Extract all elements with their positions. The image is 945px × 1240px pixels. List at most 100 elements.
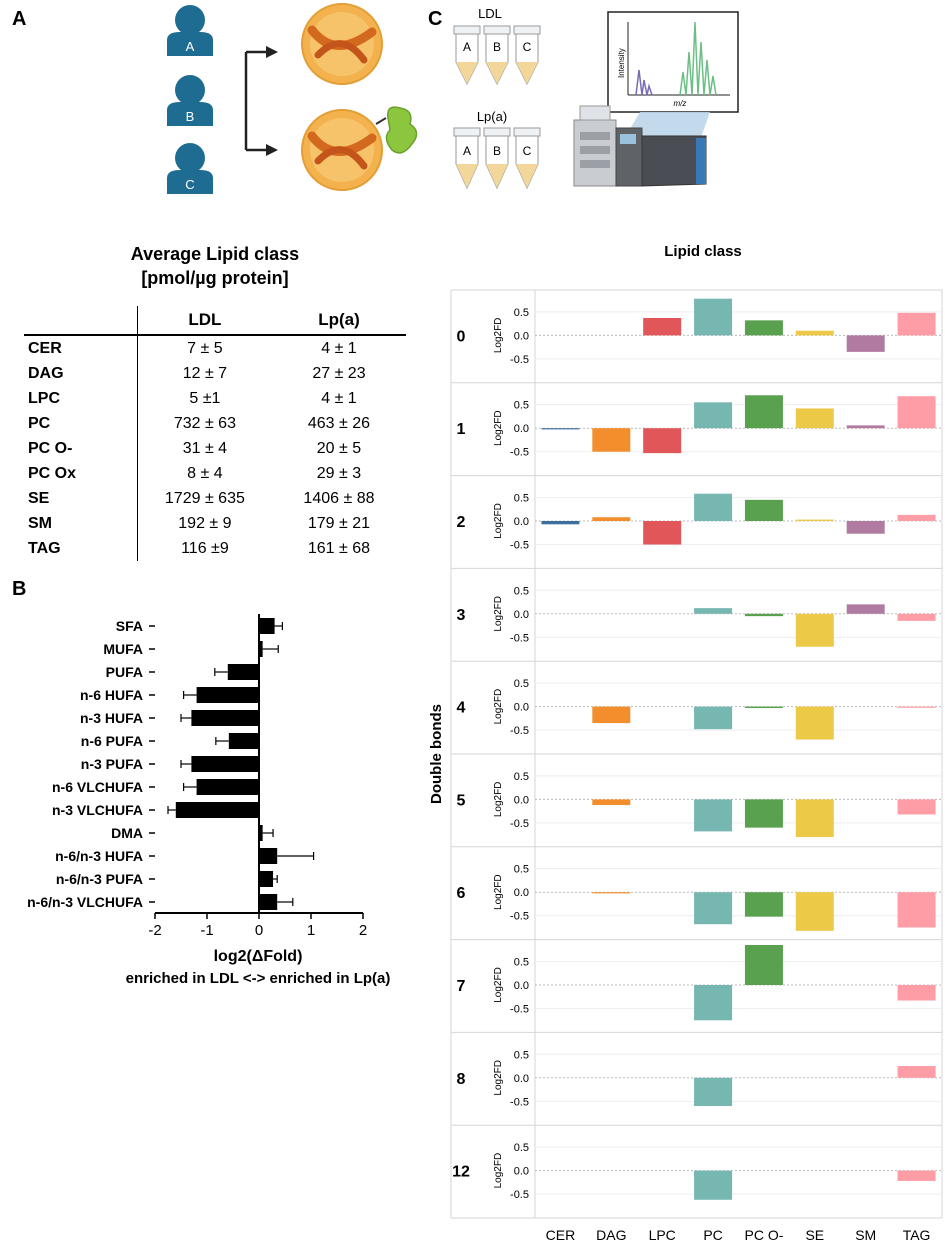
x-category-label: PC [703,1227,722,1240]
x-tick-label: -2 [148,922,161,939]
y-tick-label: -0.5 [510,725,529,737]
bar [259,894,278,910]
row-axis-title: Double bonds [428,704,445,804]
bar [643,428,682,454]
y-tick-label: 0.0 [514,609,529,621]
row-label: 2 [457,514,466,531]
bar [897,514,936,521]
y-tick-label: 0.0 [514,887,529,899]
y-tick-label: 0.0 [514,423,529,435]
x-category-label: CER [546,1227,576,1240]
bar [744,320,783,336]
panel-label-a: A [12,8,27,30]
bar [259,641,263,657]
y-tick-label: 0.0 [514,516,529,528]
bar [259,871,274,887]
y-tick-label: 0.5 [514,1049,529,1061]
bar [897,1066,936,1078]
category-label: n-6/n-3 VLCHUFA [27,894,143,910]
bar [897,396,936,429]
y-tick-label: -0.5 [510,354,529,366]
bar [227,664,259,680]
bar [744,799,783,828]
bar [744,945,783,985]
y-axis-label: Log2FD [493,1060,504,1096]
y-tick-label: -0.5 [510,632,529,644]
ldl-tube-c-icon: C [513,25,541,86]
lpa-particle-icon [301,106,418,191]
schematic-lpa-label: Lp(a) [477,109,507,124]
bar [592,799,631,806]
bar [643,521,682,545]
bar [897,892,936,928]
bar [744,706,783,709]
donor-label-a: A [186,39,195,54]
panel-label-b: B [12,578,27,600]
bar [897,799,936,815]
bar [846,335,885,352]
y-tick-label: 0.0 [514,1166,529,1178]
table-row: SE 1729 ± 635 1406 ± 88 [24,486,406,511]
table-row: LPC 5 ±1 4 ± 1 [24,386,406,411]
spectrum-xlabel: m/z [674,99,687,108]
bar [191,710,259,726]
table-title-line1: Average Lipid class [130,244,300,264]
y-tick-label: -0.5 [510,540,529,552]
mass-spectrum-icon: Intensity m/z [607,11,739,113]
bar [897,613,936,621]
table-title: Average Lipid class [pmol/µg protein] [60,242,370,290]
y-tick-label: 0.5 [514,864,529,876]
table-header-lpa: Lp(a) [271,306,406,336]
bar [191,756,259,772]
y-axis-label: Log2FD [493,596,504,632]
bar [643,317,682,336]
bar [897,985,936,1001]
split-arrow-icon [244,46,278,156]
y-tick-label: 0.0 [514,980,529,992]
bar [694,799,733,832]
y-tick-label: 0.0 [514,330,529,342]
bar [846,425,885,429]
bar [541,521,580,525]
x-tick-label: 2 [359,922,367,939]
svg-text:B: B [493,144,501,158]
bar [694,1170,733,1200]
ldl-tube-a-icon: A [453,25,481,86]
bar [541,428,580,430]
bar [196,687,259,703]
chart-c-title: Lipid class [664,243,742,260]
bar [846,604,885,614]
y-axis-label: Log2FD [493,967,504,1003]
lpa-tube-c-icon: C [513,127,541,190]
table-header-ldl: LDL [137,306,272,336]
y-axis-label: Log2FD [493,1153,504,1189]
y-tick-label: -0.5 [510,1004,529,1016]
lcms-instrument-icon [573,105,707,187]
bar [795,519,834,521]
table-row: SM 192 ± 9 179 ± 21 [24,511,406,536]
schematic-ldl-label: LDL [478,6,502,21]
lpa-tube-b-icon: B [483,127,511,190]
bar [897,312,936,336]
double-bond-lipid-class-chart: Lipid class Double bonds 0 Log2FD 0.5 0.0 -0.5… [428,243,943,1240]
category-label: n-6 VLCHUFA [52,779,143,795]
row-label: 7 [457,978,466,995]
y-tick-label: 0.5 [514,678,529,690]
category-label: DMA [111,825,143,841]
x-axis-subtitle: enriched in LDL <-> enriched in Lp(a) [126,970,391,987]
donor-icon-c: C [167,143,213,194]
y-tick-label: 0.5 [514,307,529,319]
bar [592,892,631,894]
bar [694,706,733,730]
y-axis-label: Log2FD [493,874,504,910]
svg-text:A: A [463,40,471,54]
ldl-tube-b-icon: B [483,25,511,86]
category-label: n-6 HUFA [80,687,143,703]
x-category-label: SM [855,1227,876,1240]
bar [744,613,783,617]
x-tick-label: 1 [307,922,315,939]
panel-c-schematic: LDL Lp(a) A B C A B C I [453,6,739,190]
bar [694,608,733,614]
